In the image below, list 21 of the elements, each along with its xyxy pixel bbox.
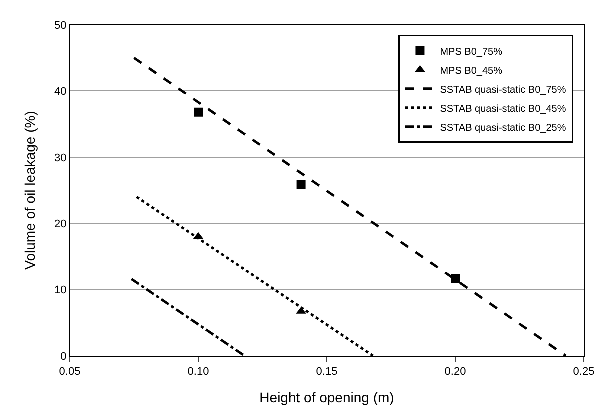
x-tick-label: 0.05 xyxy=(59,366,81,378)
x-tick-label: 0.25 xyxy=(573,366,595,378)
point xyxy=(451,274,460,284)
legend-label: MPS B0_45% xyxy=(440,66,503,77)
legend-label: SSTAB quasi-static B0_25% xyxy=(440,122,566,134)
legend-label: MPS B0_75% xyxy=(440,46,503,58)
point xyxy=(194,108,203,117)
y-tick-label: 50 xyxy=(54,20,67,32)
x-tick-label: 0.20 xyxy=(444,366,466,378)
legend-label: SSTAB quasi-static B0_75% xyxy=(440,84,566,96)
y-axis-title: Volume of oil leakage (%) xyxy=(22,111,38,270)
x-tick-label: 0.10 xyxy=(188,366,210,378)
y-tick-label: 30 xyxy=(54,152,67,164)
x-axis-title: Height of opening (m) xyxy=(260,390,394,406)
y-tick-label: 10 xyxy=(54,284,67,297)
y-tick-label: 40 xyxy=(54,86,67,98)
legend-label: SSTAB quasi-static B0_45% xyxy=(440,104,566,115)
y-tick-label: 20 xyxy=(54,218,67,230)
y-tick-label: 0 xyxy=(60,350,67,363)
point xyxy=(296,180,306,190)
x-tick-label: 0.15 xyxy=(316,366,338,378)
